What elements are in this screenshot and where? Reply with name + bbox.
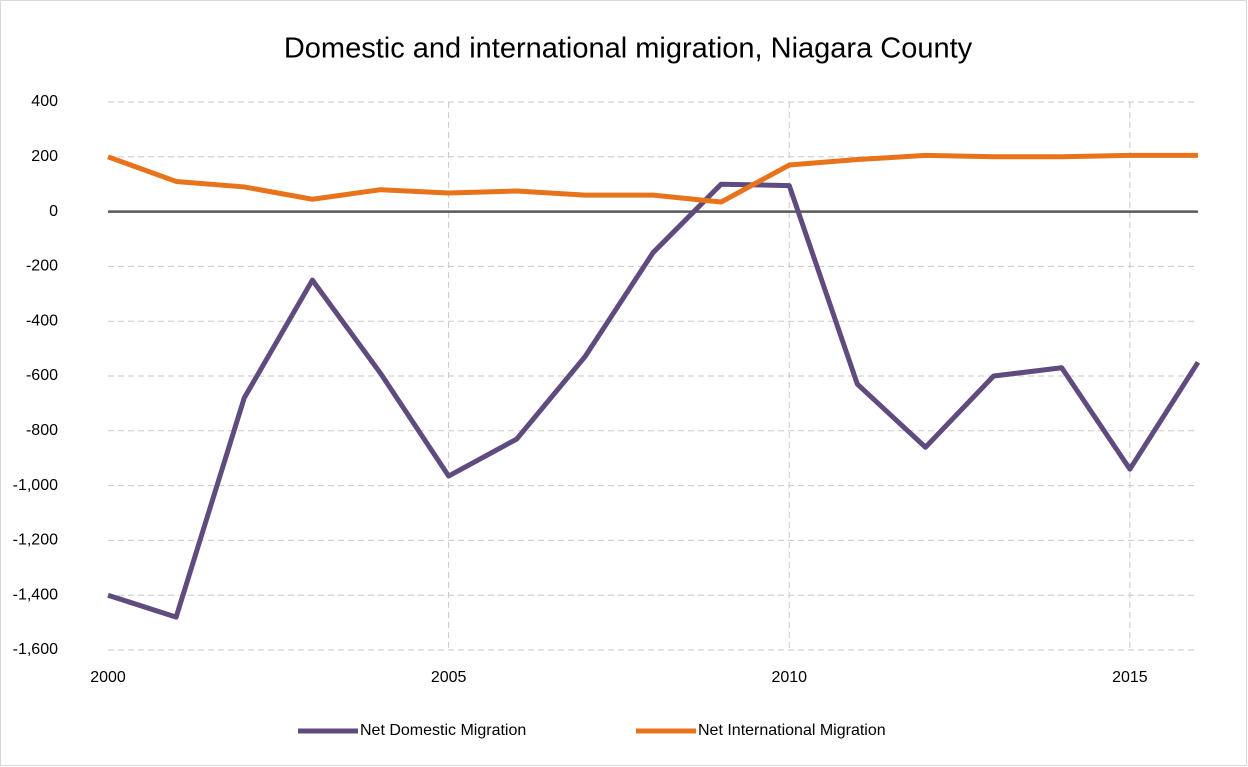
- x-tick-label: 2000: [90, 669, 126, 686]
- y-tick-label: 400: [31, 93, 58, 110]
- y-tick-label: -600: [26, 367, 58, 384]
- y-tick-label: 0: [49, 203, 58, 220]
- y-tick-label: -1,000: [13, 477, 58, 494]
- y-tick-label: -200: [26, 258, 58, 275]
- legend-label: Net Domestic Migration: [360, 722, 526, 739]
- x-tick-label: 2015: [1112, 669, 1148, 686]
- legend-label: Net International Migration: [698, 722, 886, 739]
- y-tick-label: -400: [26, 312, 58, 329]
- series-line: [107, 181, 1201, 620]
- y-tick-label: -1,400: [13, 586, 58, 603]
- x-tick-label: 2010: [771, 669, 807, 686]
- y-tick-label: -1,600: [13, 641, 58, 658]
- x-tick-label: 2005: [431, 669, 467, 686]
- chart-title: Domestic and international migration, Ni…: [284, 33, 973, 65]
- y-tick-label: 200: [31, 148, 58, 165]
- series-line: [107, 152, 1198, 205]
- y-tick-label: -800: [26, 422, 58, 439]
- y-tick-label: -1,200: [13, 532, 58, 549]
